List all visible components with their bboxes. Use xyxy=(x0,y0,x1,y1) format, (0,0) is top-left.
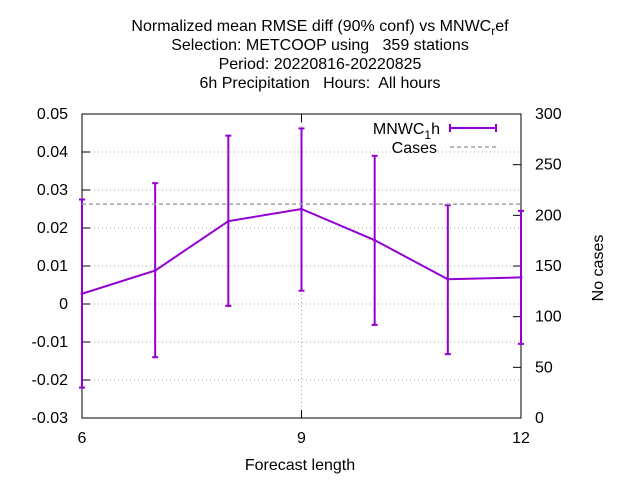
y-tick-label: -0.03 xyxy=(32,410,69,427)
x-tick-label: 6 xyxy=(78,430,87,447)
data-point xyxy=(373,238,377,242)
y-tick-label: 0.05 xyxy=(37,106,68,123)
legend-label-cases: Cases xyxy=(392,140,437,157)
y-tick-label: 0.01 xyxy=(37,258,68,275)
y2-axis-title: No cases xyxy=(590,234,607,302)
data-point xyxy=(446,277,450,281)
chart-title-line-3: Period: 20220816-20220825 xyxy=(218,56,422,73)
y-tick-label: 0.02 xyxy=(37,220,68,237)
y-tick-label: -0.01 xyxy=(32,334,69,351)
chart-title-line-4: 6h Precipitation Hours: All hours xyxy=(199,75,441,92)
y-tick-label: -0.02 xyxy=(32,372,69,389)
y2-tick-label: 300 xyxy=(535,106,562,123)
data-point xyxy=(226,219,230,223)
y-tick-label: 0 xyxy=(59,296,68,313)
y2-tick-label: 250 xyxy=(535,157,562,174)
y2-tick-label: 50 xyxy=(535,359,553,376)
y2-tick-label: 100 xyxy=(535,309,562,326)
y2-tick-label: 0 xyxy=(535,410,544,427)
data-point xyxy=(300,207,303,211)
x-tick-label: 12 xyxy=(512,430,530,447)
data-point xyxy=(519,275,523,279)
chart-title-line-2: Selection: METCOOP using 359 stations xyxy=(171,37,469,54)
y2-tick-label: 200 xyxy=(535,207,562,224)
y-tick-label: 0.04 xyxy=(37,144,68,161)
legend-label-mnwc: MNWC1h xyxy=(373,121,440,142)
x-tick-label: 9 xyxy=(297,430,306,447)
y-tick-label: 0.03 xyxy=(37,182,68,199)
chart-title-line-1: Normalized mean RMSE diff (90% conf) vs … xyxy=(131,18,509,39)
data-point xyxy=(153,269,157,273)
y2-tick-label: 150 xyxy=(535,258,562,275)
x-axis-title: Forecast length xyxy=(244,457,356,474)
data-point xyxy=(80,292,84,296)
